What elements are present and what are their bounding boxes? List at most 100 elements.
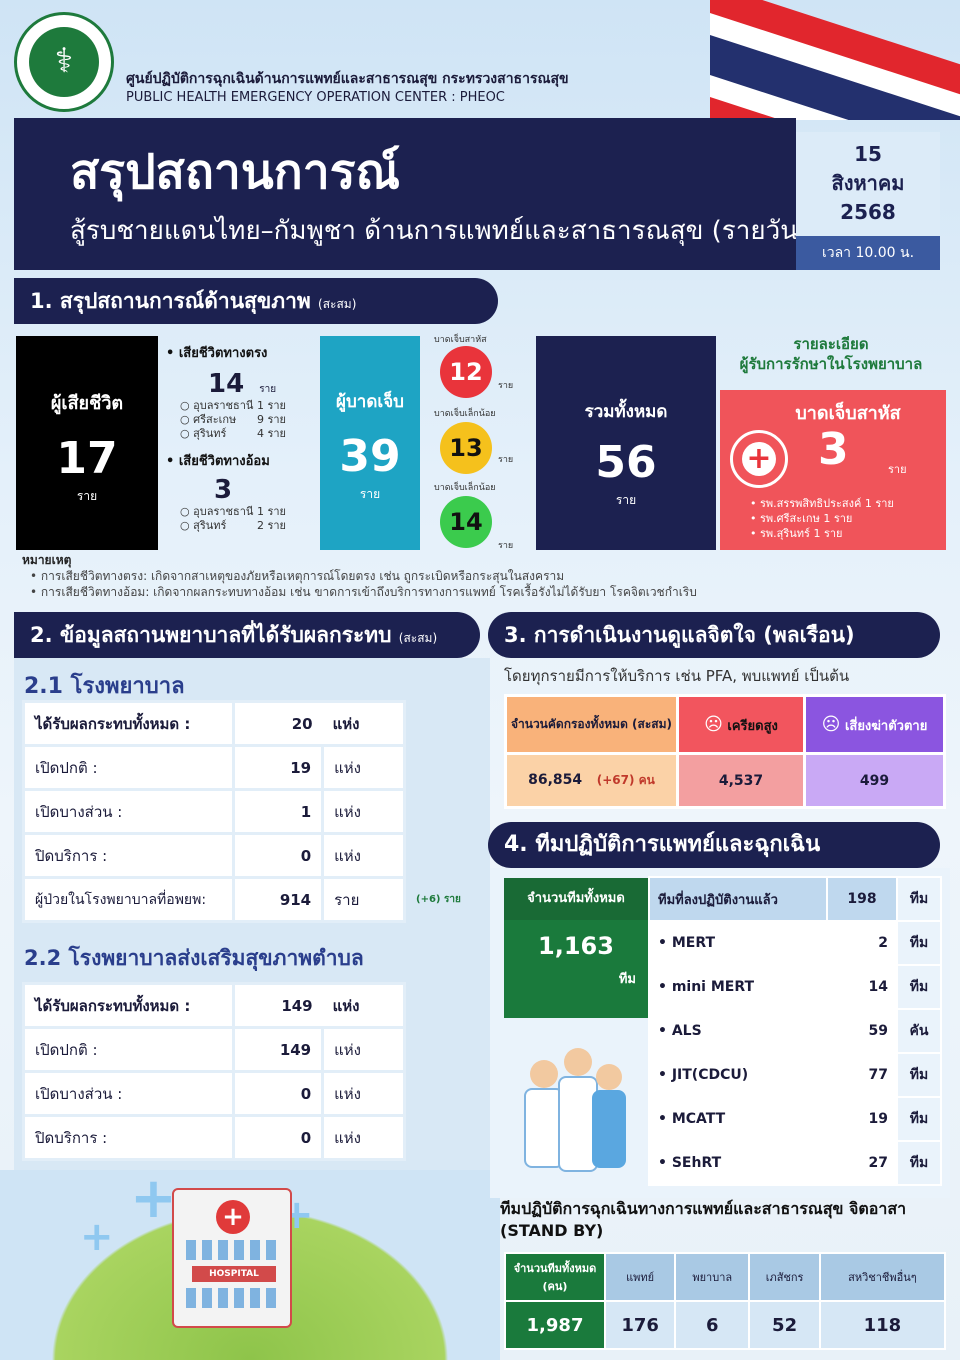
- dead-value: 17: [56, 433, 118, 484]
- table-row: ได้รับผลกระทบทั้งหมด :149 แห่ง: [22, 982, 406, 1029]
- direct-list: ○ อุบลราชธานี 1 ราย ○ ศรีสะเกษ 9 ราย ○ ส…: [180, 399, 286, 440]
- detail-unit: ราย: [888, 463, 907, 476]
- suicide-value: 499: [803, 752, 946, 809]
- table-row: • JIT(CDCU) 77 ทีม: [648, 1052, 942, 1098]
- teams-table: ทีมที่ลงปฏิบัติงานแล้ว 198 ทีม • MERT 2 ที…: [648, 876, 942, 1186]
- total-teams-value: 1,163: [538, 932, 614, 960]
- dead-card: ผู้เสียชีวิต 17 ราย: [16, 336, 158, 550]
- hospital-sign: HOSPITAL: [192, 1266, 276, 1282]
- direct-label: เสียชีวิตทางตรง: [178, 346, 268, 361]
- total-label: รวมทั้งหมด: [584, 402, 668, 422]
- stress-header: ☹ เครียดสูง: [676, 694, 806, 755]
- indirect-list: ○ อุบลราชธานี 1 ราย ○ สุรินทร์ 2 ราย: [180, 505, 286, 532]
- subdistrict-hospital-subtitle: 2.2 โรงพยาบาลส่งเสริมสุขภาพตำบล: [24, 946, 364, 970]
- severe-circle: 12: [440, 346, 492, 398]
- medical-staff-illustration: [520, 1040, 630, 1180]
- table-row: เปิดบางส่วน :0 แห่ง: [22, 1070, 406, 1117]
- injured-label: ผู้บาดเจ็บ: [336, 392, 404, 412]
- minor-unit: ราย: [498, 541, 514, 551]
- notes: หมายเหตุ • การเสียชีวิตทางตรง: เกิดจากสา…: [22, 552, 942, 600]
- table-row: • mini MERT 14 ทีม: [648, 964, 942, 1010]
- detail-title: รายละเอียด ผู้รับการรักษาในโรงพยาบาล: [722, 334, 940, 374]
- sad-face-icon: ☹: [704, 713, 723, 735]
- date-year: 2568: [840, 200, 896, 224]
- table-row: • MCATT 19 ทีม: [648, 1096, 942, 1142]
- notes-title: หมายเหตุ: [22, 553, 72, 567]
- total-unit: ราย: [615, 493, 637, 507]
- date-month: สิงหาคม: [831, 171, 905, 195]
- psych-table: จำนวนคัดกรองทั้งหมด (สะสม) ☹ เครียดสูง ☹…: [504, 694, 946, 809]
- moderate-circle: 13: [440, 422, 492, 474]
- hospital-subtitle: 2.1 โรงพยาบาล: [24, 674, 185, 699]
- caduceus-icon: ⚕: [54, 41, 74, 81]
- table-row: จำนวนทีมทั้งหมด (คน) แพทย์ พยาบาล เภสัชก…: [504, 1252, 947, 1302]
- table-row: เปิดปกติ :19 แห่ง: [22, 744, 406, 791]
- section-2-note: (สะสม): [398, 631, 438, 645]
- moph-logo: ⚕: [14, 12, 114, 112]
- injured-unit: ราย: [359, 487, 381, 501]
- standby-title: ทีมปฏิบัติการฉุกเฉินทางการแพทย์และสาธารณ…: [500, 1199, 907, 1240]
- injured-card: ผู้บาดเจ็บ 39 ราย: [320, 336, 420, 550]
- table-row: ผู้ป่วยในโรงพยาบาลที่อพยพ: 914 ราย: [22, 876, 406, 923]
- table-row: ปิดบริการ :0 แห่ง: [22, 832, 406, 879]
- total-value: 56: [595, 437, 657, 488]
- table-row: ได้รับผลกระทบทั้งหมด :20 แห่ง: [22, 700, 406, 747]
- date-day: 15: [854, 142, 882, 166]
- detail-label: บาดเจ็บสาหัส: [795, 403, 901, 424]
- direct-unit: ราย: [259, 384, 277, 395]
- indirect-value: 3: [214, 475, 233, 505]
- table-row: • ALS 59 คัน: [648, 1008, 942, 1054]
- title-banner: [14, 118, 796, 270]
- org-name-english: PUBLIC HEALTH EMERGENCY OPERATION CENTER…: [126, 90, 505, 105]
- section-1-header: 1. สรุปสถานการณ์ด้านสุขภาพ (สะสม): [14, 278, 498, 324]
- date-box: 15 สิงหาคม 2568: [796, 132, 940, 236]
- plus-icon: +: [130, 1166, 177, 1231]
- detail-card: บาดเจ็บสาหัส + 3 ราย • รพ.สรรพสิทธิประสง…: [720, 390, 946, 550]
- section-4-header: 4. ทีมปฏิบัติการแพทย์และฉุกเฉิน: [488, 822, 940, 868]
- total-teams-label: จำนวนทีมทั้งหมด: [504, 878, 648, 920]
- thai-flag-icon: [710, 0, 960, 120]
- hospital-table: ได้รับผลกระทบทั้งหมด :20 แห่ง เปิดปกติ :1…: [22, 700, 406, 923]
- report-time: เวลา 10.00 น.: [796, 236, 940, 270]
- minor-label: บาดเจ็บเล็กน้อย: [434, 483, 496, 493]
- standby-table: จำนวนทีมทั้งหมด (คน) แพทย์ พยาบาล เภสัชก…: [504, 1252, 947, 1350]
- table-row: จำนวนคัดกรองทั้งหมด (สะสม) ☹ เครียดสูง ☹…: [504, 694, 946, 755]
- total-card: รวมทั้งหมด 56 ราย: [536, 336, 716, 550]
- plus-icon: +: [80, 1214, 114, 1260]
- page-title: สรุปสถานการณ์: [70, 144, 400, 200]
- subdistrict-table: ได้รับผลกระทบทั้งหมด :149 แห่ง เปิดปกติ :…: [22, 982, 406, 1161]
- page-subtitle: สู้รบชายแดนไทย–กัมพูชา ด้านการแพทย์และสา…: [70, 216, 809, 246]
- moderate-label: บาดเจ็บเล็กน้อย: [434, 409, 496, 419]
- stress-value: 4,537: [676, 752, 806, 809]
- org-name-thai: ศูนย์ปฏิบัติการฉุกเฉินด้านการแพทย์และสาธ…: [126, 71, 569, 87]
- injured-value: 39: [339, 431, 401, 482]
- severe-label: บาดเจ็บสาหัส: [434, 335, 487, 345]
- table-row: 86,854 (+67) คน 4,537 499: [504, 752, 946, 809]
- note-2: การเสียชีวิตทางอ้อม: เกิดจากผลกระทบทางอ้…: [40, 585, 697, 599]
- table-row: • MERT 2 ทีม: [648, 920, 942, 966]
- section-1-note: (สะสม): [318, 297, 357, 311]
- table-row: ทีมที่ลงปฏิบัติงานแล้ว 198 ทีม: [648, 876, 942, 922]
- direct-death-block: • เสียชีวิตทางตรง 14 ราย ○ อุบลราชธานี 1…: [166, 342, 316, 441]
- screen-value: 86,854 (+67) คน: [504, 752, 679, 809]
- section-3-header: 3. การดำเนินงานดูแลจิตใจ (พลเรือน): [488, 612, 940, 658]
- total-teams-unit: ทีม: [618, 972, 636, 987]
- dead-unit: ราย: [76, 489, 98, 503]
- detail-title-2: ผู้รับการรักษาในโรงพยาบาล: [739, 355, 923, 373]
- suicide-header: ☹ เสี่ยงฆ่าตัวตาย: [803, 694, 946, 755]
- section-1-title: 1. สรุปสถานการณ์ด้านสุขภาพ: [30, 289, 311, 313]
- detail-value: 3: [818, 424, 849, 475]
- moderate-unit: ราย: [498, 455, 514, 465]
- table-row: ปิดบริการ :0 แห่ง: [22, 1114, 406, 1161]
- note-1: การเสียชีวิตทางตรง: เกิดจากสาเหตุของภัยห…: [40, 569, 565, 583]
- indirect-label: เสียชีวิตทางอ้อม: [178, 454, 270, 469]
- screen-header: จำนวนคัดกรองทั้งหมด (สะสม): [504, 694, 679, 755]
- section-2-header: 2. ข้อมูลสถานพยาบาลที่ได้รับผลกระทบ (สะส…: [14, 612, 480, 658]
- direct-value: 14: [208, 369, 245, 399]
- table-row: • SEhRT 27 ทีม: [648, 1140, 942, 1186]
- severe-unit: ราย: [498, 381, 514, 391]
- worried-face-icon: ☹: [821, 713, 841, 735]
- hospital-building-icon: + HOSPITAL: [172, 1188, 292, 1328]
- minor-circle: 14: [440, 496, 492, 548]
- hospital-cross-icon: +: [730, 430, 788, 488]
